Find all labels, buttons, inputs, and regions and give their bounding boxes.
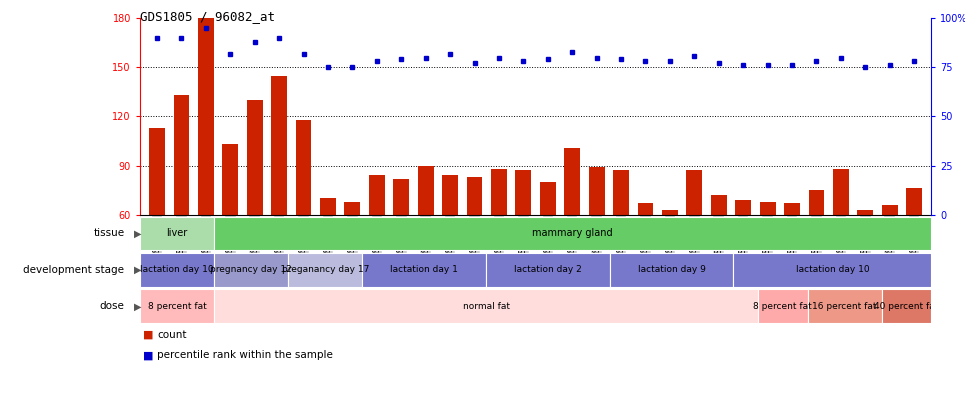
Text: development stage: development stage [23,265,124,275]
Bar [808,290,882,323]
Bar [515,171,532,313]
Bar [638,203,653,313]
Bar [363,253,486,287]
Text: preganancy day 17: preganancy day 17 [282,265,369,275]
Bar [711,195,727,313]
Bar [198,18,214,313]
Bar [809,190,824,313]
Text: 16 percent fat: 16 percent fat [813,302,877,311]
Text: lactation day 1: lactation day 1 [391,265,458,275]
Bar [733,253,931,287]
Bar [140,253,214,287]
Text: lactation day 9: lactation day 9 [638,265,705,275]
Text: lactation day 10: lactation day 10 [140,265,214,275]
Bar [882,290,931,323]
Text: ▶: ▶ [134,265,142,275]
Text: dose: dose [99,301,124,311]
Bar [271,75,287,313]
Bar [418,166,433,313]
Bar [758,290,808,323]
Bar [320,198,336,313]
Text: tissue: tissue [94,228,124,239]
Bar [589,167,604,313]
Text: mammary gland: mammary gland [533,228,613,239]
Bar [785,203,800,313]
Text: percentile rank within the sample: percentile rank within the sample [157,350,333,360]
Text: ▶: ▶ [134,301,142,311]
Bar [289,253,363,287]
Bar [857,210,873,313]
Text: ■: ■ [143,350,153,360]
Bar [686,171,703,313]
Bar [906,188,923,313]
Bar [539,182,556,313]
Bar [565,147,580,313]
Text: lactation day 10: lactation day 10 [795,265,869,275]
Text: ▶: ▶ [134,228,142,239]
Text: GDS1805 / 96082_at: GDS1805 / 96082_at [140,10,275,23]
Bar [174,95,189,313]
Text: 40 percent fat: 40 percent fat [874,302,939,311]
Bar [735,200,751,313]
Bar [662,210,677,313]
Text: pregnancy day 12: pregnancy day 12 [210,265,292,275]
Bar [759,202,776,313]
Bar [833,169,849,313]
Bar [369,175,385,313]
Bar [222,144,238,313]
Bar [394,179,409,313]
Bar [295,120,312,313]
Bar [613,171,629,313]
Bar [882,205,897,313]
Bar [247,100,262,313]
Text: 8 percent fat: 8 percent fat [148,302,207,311]
Bar [486,253,610,287]
Bar [140,290,214,323]
Text: liver: liver [166,228,187,239]
Bar [214,253,289,287]
Text: count: count [157,330,187,340]
Bar [140,217,214,250]
Bar [214,290,758,323]
Text: normal fat: normal fat [462,302,510,311]
Bar [345,202,360,313]
Bar [149,128,165,313]
Text: lactation day 2: lactation day 2 [514,265,582,275]
Bar [442,175,458,313]
Bar [467,177,482,313]
Bar [491,169,507,313]
Bar [610,253,733,287]
Text: 8 percent fat: 8 percent fat [754,302,813,311]
Text: ■: ■ [143,330,153,340]
